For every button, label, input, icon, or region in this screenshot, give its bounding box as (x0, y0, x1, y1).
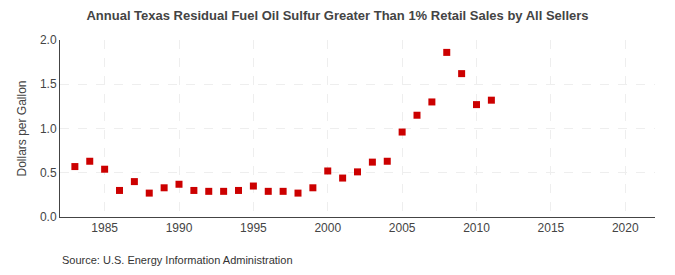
svg-text:2020: 2020 (612, 221, 639, 235)
svg-text:2.0: 2.0 (40, 33, 57, 47)
svg-text:1990: 1990 (166, 221, 193, 235)
svg-text:0.0: 0.0 (40, 210, 57, 224)
svg-text:Annual Texas Residual Fuel Oil: Annual Texas Residual Fuel Oil Sulfur Gr… (86, 8, 588, 23)
svg-text:1.0: 1.0 (40, 122, 57, 136)
svg-text:2010: 2010 (463, 221, 490, 235)
svg-text:1995: 1995 (240, 221, 267, 235)
svg-text:2015: 2015 (538, 221, 565, 235)
svg-text:2000: 2000 (314, 221, 341, 235)
svg-text:1985: 1985 (91, 221, 118, 235)
svg-text:1.5: 1.5 (40, 77, 57, 91)
svg-text:Dollars per Gallon: Dollars per Gallon (15, 80, 29, 176)
svg-text:Source: U.S. Energy Informatio: Source: U.S. Energy Information Administ… (62, 254, 293, 266)
svg-text:0.5: 0.5 (40, 166, 57, 180)
svg-text:2005: 2005 (389, 221, 416, 235)
